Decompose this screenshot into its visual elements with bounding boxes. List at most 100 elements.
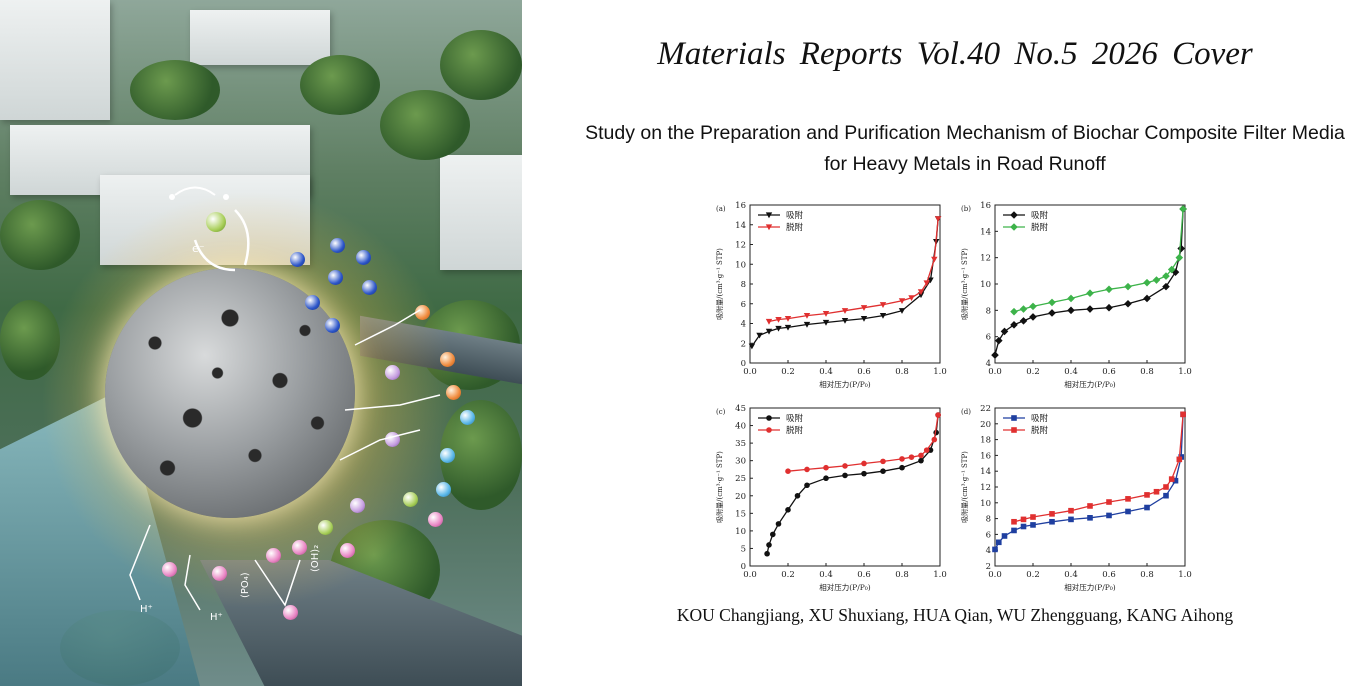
data-point [991, 351, 999, 359]
data-point [1124, 282, 1132, 291]
data-point [934, 216, 942, 223]
hydrogen-ion-label: H⁺ [140, 604, 153, 615]
x-tick-label: 1.0 [1178, 367, 1192, 377]
x-tick-label: 0.8 [1140, 570, 1154, 580]
data-point [1163, 492, 1169, 499]
data-point [764, 550, 770, 557]
data-point [1067, 306, 1075, 315]
data-point [1177, 244, 1185, 253]
y-tick-label: 35 [735, 439, 746, 449]
data-point [1143, 294, 1151, 303]
data-point [935, 412, 941, 418]
y-tick-label: 15 [735, 509, 746, 519]
data-point [1144, 492, 1150, 498]
tree [130, 60, 220, 120]
data-point [794, 492, 801, 499]
data-point [923, 280, 930, 287]
data-point [803, 321, 811, 328]
ion-ball [428, 512, 443, 527]
x-tick-label: 0.4 [1064, 367, 1078, 377]
ion-ball [350, 498, 365, 513]
y-tick-label: 10 [980, 499, 991, 509]
data-point [1067, 294, 1075, 303]
panel-label: (c) [716, 408, 726, 416]
data-point [775, 521, 782, 527]
y-tick-label: 0 [741, 562, 746, 572]
legend-label: 脱附 [786, 222, 804, 233]
hydroxide-label: (OH)₂ [310, 545, 321, 572]
data-point [1048, 309, 1056, 317]
ion-ball [283, 605, 298, 620]
data-point [1144, 504, 1150, 511]
cover-illustration: e⁻ H⁺ H⁺ (PO₄) (OH)₂ [0, 0, 522, 686]
y-tick-label: 4 [986, 359, 991, 369]
data-point [1176, 456, 1183, 463]
article-title: Study on the Preparation and Purificatio… [585, 122, 1345, 175]
data-point [1001, 533, 1008, 539]
data-point [770, 531, 776, 538]
legend-label: 脱附 [786, 425, 804, 436]
ion-ball [460, 410, 475, 425]
data-point [861, 470, 867, 477]
legend-marker [1011, 427, 1017, 433]
data-point [1020, 516, 1027, 523]
data-point [860, 315, 868, 322]
data-point [1068, 516, 1074, 523]
y-tick-label: 12 [980, 483, 991, 493]
legend-marker [766, 415, 772, 421]
data-point [1105, 303, 1113, 312]
y-axis-label: 吸附量/(cm³·g⁻¹ STP) [960, 248, 969, 320]
data-point [804, 466, 810, 473]
y-tick-label: 10 [735, 527, 746, 537]
data-point [803, 313, 811, 319]
x-axis-label: 相对压力(P/P₀) [1064, 582, 1116, 592]
tree [440, 30, 522, 100]
data-point [908, 454, 915, 460]
data-point [1179, 205, 1187, 213]
legend-marker [766, 427, 772, 433]
chart-panel-b: (b) 0.0 0.2 0.4 0.6 0.8 1.0 4 6 8 10 12 14 16 相对压力(P/P… [960, 201, 1192, 389]
x-tick-label: 0.6 [1102, 367, 1116, 377]
data-point [1125, 496, 1131, 502]
data-point [1105, 285, 1113, 294]
x-tick-label: 0.0 [743, 570, 757, 580]
journal-cover-line: Materials Reports Vol.40 No.5 2026 Cover [657, 36, 1253, 72]
tree [380, 90, 470, 160]
data-point [765, 318, 773, 325]
data-point [841, 317, 849, 324]
panel-label: (b) [961, 205, 971, 213]
series-line [766, 414, 939, 554]
x-tick-label: 0.8 [895, 367, 909, 377]
data-point [842, 472, 848, 479]
data-point [879, 302, 887, 308]
x-tick-label: 0.4 [819, 367, 833, 377]
data-point [1086, 305, 1094, 313]
data-point [1153, 488, 1160, 495]
y-tick-label: 6 [986, 333, 991, 343]
ion-ball [328, 270, 343, 285]
data-point [1152, 276, 1161, 284]
x-tick-label: 1.0 [1178, 570, 1192, 580]
data-point [1086, 289, 1094, 298]
data-point [1030, 522, 1036, 528]
y-tick-label: 20 [980, 420, 991, 430]
y-axis-label: 吸附量/(cm³·g⁻¹ STP) [715, 451, 724, 523]
y-tick-label: 30 [735, 457, 746, 467]
x-tick-label: 0.0 [743, 367, 757, 377]
data-point [1049, 518, 1055, 525]
series-line [994, 414, 1184, 550]
legend-label: 脱附 [1031, 425, 1049, 436]
y-tick-label: 14 [735, 221, 746, 231]
data-point [1106, 499, 1112, 505]
x-tick-label: 0.4 [819, 570, 833, 580]
data-point [804, 482, 810, 489]
legend-label: 吸附 [786, 210, 804, 221]
legend-marker [1011, 415, 1017, 421]
hydrogen-ion-label: H⁺ [210, 612, 223, 623]
x-tick-label: 0.8 [895, 570, 909, 580]
data-point [992, 546, 998, 553]
data-point [898, 298, 906, 304]
phosphate-label: (PO₄) [240, 572, 251, 598]
legend-marker [765, 212, 773, 219]
data-point [1162, 272, 1170, 280]
